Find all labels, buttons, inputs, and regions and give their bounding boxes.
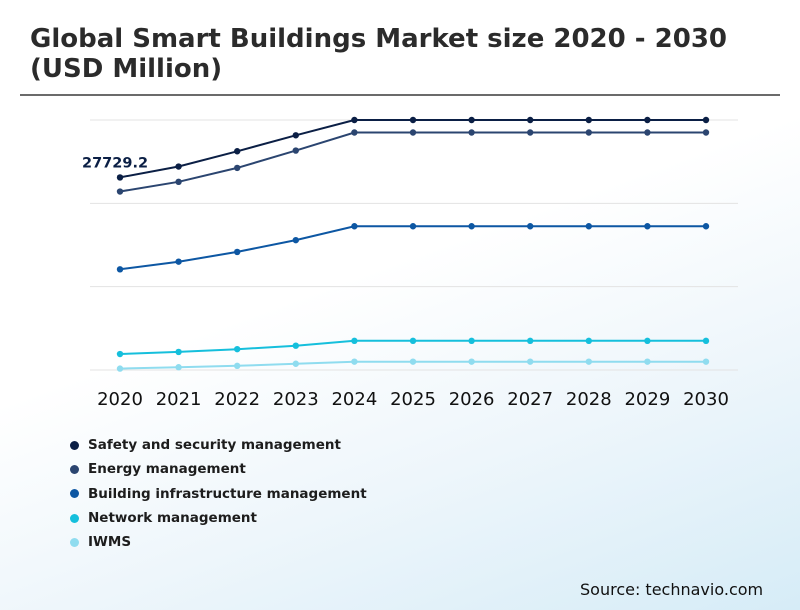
data-point-s0-8 xyxy=(585,116,592,124)
data-point-s1-3 xyxy=(292,147,299,154)
source-note: Source: technavio.com xyxy=(580,580,764,599)
x-tick-label: 2024 xyxy=(331,389,377,410)
data-point-s4-4 xyxy=(351,358,358,365)
data-point-s4-6 xyxy=(468,358,475,365)
x-tick-label: 2021 xyxy=(156,389,202,410)
chart-legend: Safety and security management Energy man… xyxy=(70,433,367,554)
x-tick-label: 2026 xyxy=(449,389,495,410)
data-point-s3-4 xyxy=(351,337,358,345)
x-tick-label: 2022 xyxy=(214,389,260,410)
legend-label: Safety and security management xyxy=(88,437,341,454)
x-tick-label: 2020 xyxy=(97,389,143,410)
legend-label: IWMS xyxy=(88,534,132,551)
x-tick-label: 2029 xyxy=(624,389,670,410)
line-chart: 2020 2021 2022 2023 2024 2025 2026 2027 2028 2029… xyxy=(82,116,738,410)
data-point-s2-4 xyxy=(351,223,358,230)
page-title: Global Smart Buildings Market size 2020 … xyxy=(30,24,727,84)
data-point-s1-1 xyxy=(175,178,182,186)
data-point-s1-2 xyxy=(234,164,241,172)
data-point-s4-7 xyxy=(527,358,534,365)
data-point-s3-9 xyxy=(644,337,651,345)
data-point-s3-6 xyxy=(468,337,475,345)
data-point-s1-5 xyxy=(409,129,417,136)
data-point-s0-1 xyxy=(175,163,182,170)
data-point-s1-6 xyxy=(468,129,475,136)
data-point-s0-10 xyxy=(702,116,710,124)
data-point-s0-0 xyxy=(116,174,124,181)
legend-marker xyxy=(70,513,79,523)
data-point-s0-7 xyxy=(527,116,534,124)
x-tick-label: 2030 xyxy=(683,389,729,410)
legend-item: IWMS xyxy=(70,530,367,554)
data-point-s3-3 xyxy=(292,342,299,349)
x-tick-label: 2025 xyxy=(390,389,436,410)
data-point-s4-2 xyxy=(234,362,241,370)
legend-marker xyxy=(70,464,79,474)
data-point-s1-4 xyxy=(351,129,358,136)
x-tick-label: 2028 xyxy=(566,389,612,410)
data-point-s1-10 xyxy=(702,129,710,136)
data-point-s2-5 xyxy=(409,223,417,230)
data-point-s4-0 xyxy=(116,365,124,372)
data-point-s2-10 xyxy=(702,223,710,230)
data-point-s3-7 xyxy=(527,337,534,345)
data-label-first-point: 27729.2 xyxy=(82,155,148,171)
data-point-s1-0 xyxy=(116,188,124,195)
data-point-s0-6 xyxy=(468,116,475,124)
data-point-s4-9 xyxy=(644,358,651,365)
legend-marker xyxy=(70,489,79,499)
data-point-s4-1 xyxy=(175,364,182,371)
legend-label: Network management xyxy=(88,510,257,527)
data-point-s3-2 xyxy=(234,345,241,353)
data-point-s2-9 xyxy=(644,223,651,230)
data-point-s2-7 xyxy=(527,223,534,230)
legend-item: Building infrastructure management xyxy=(70,482,367,506)
legend-label: Energy management xyxy=(88,461,246,478)
data-point-s4-10 xyxy=(702,358,710,365)
legend-item: Network management xyxy=(70,506,367,530)
x-tick-label: 2023 xyxy=(273,389,319,410)
data-point-s4-3 xyxy=(292,360,299,367)
data-point-s3-8 xyxy=(585,337,592,345)
x-tick-label: 2027 xyxy=(507,389,553,410)
data-point-s0-9 xyxy=(644,116,651,124)
legend-item: Safety and security management xyxy=(70,433,367,457)
data-point-s2-3 xyxy=(292,236,299,244)
data-point-s0-4 xyxy=(351,116,358,124)
legend-marker xyxy=(70,440,79,450)
data-point-s2-6 xyxy=(468,223,475,230)
legend-item: Energy management xyxy=(70,457,367,481)
data-point-s0-3 xyxy=(292,132,299,139)
legend-label: Building infrastructure management xyxy=(88,485,367,502)
data-point-s3-5 xyxy=(409,337,417,345)
data-point-s3-10 xyxy=(702,337,710,345)
series-line-2 xyxy=(119,225,706,271)
data-point-s2-0 xyxy=(116,266,124,273)
data-point-s0-5 xyxy=(409,116,417,124)
series-line-1 xyxy=(119,131,706,193)
series-line-0 xyxy=(119,119,706,179)
data-point-s1-8 xyxy=(585,129,592,136)
data-point-s1-7 xyxy=(527,129,534,136)
data-point-s0-2 xyxy=(234,148,241,155)
title-divider xyxy=(20,94,780,96)
data-point-s2-2 xyxy=(234,248,241,256)
data-point-s4-8 xyxy=(585,358,592,365)
data-point-s1-9 xyxy=(644,129,651,136)
legend-marker xyxy=(70,537,79,547)
data-point-s2-1 xyxy=(175,258,182,265)
data-point-s3-1 xyxy=(175,348,182,356)
data-point-s3-0 xyxy=(116,350,124,358)
data-point-s2-8 xyxy=(585,223,592,230)
data-point-s4-5 xyxy=(409,358,417,365)
